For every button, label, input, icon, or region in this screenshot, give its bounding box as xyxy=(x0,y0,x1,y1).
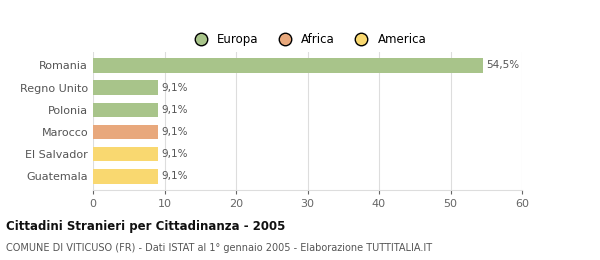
Bar xyxy=(93,103,158,117)
Text: 54,5%: 54,5% xyxy=(486,61,520,70)
Legend: Europa, Africa, America: Europa, Africa, America xyxy=(187,30,428,48)
Text: 9,1%: 9,1% xyxy=(161,105,188,115)
Text: 9,1%: 9,1% xyxy=(161,171,188,181)
Text: COMUNE DI VITICUSO (FR) - Dati ISTAT al 1° gennaio 2005 - Elaborazione TUTTITALI: COMUNE DI VITICUSO (FR) - Dati ISTAT al … xyxy=(6,243,432,253)
Text: 9,1%: 9,1% xyxy=(161,149,188,159)
Text: Cittadini Stranieri per Cittadinanza - 2005: Cittadini Stranieri per Cittadinanza - 2… xyxy=(6,220,286,233)
Bar xyxy=(93,58,482,73)
Text: 9,1%: 9,1% xyxy=(161,127,188,137)
Bar xyxy=(93,147,158,161)
Bar xyxy=(93,169,158,184)
Bar xyxy=(93,80,158,95)
Bar xyxy=(93,125,158,139)
Text: 9,1%: 9,1% xyxy=(161,83,188,93)
